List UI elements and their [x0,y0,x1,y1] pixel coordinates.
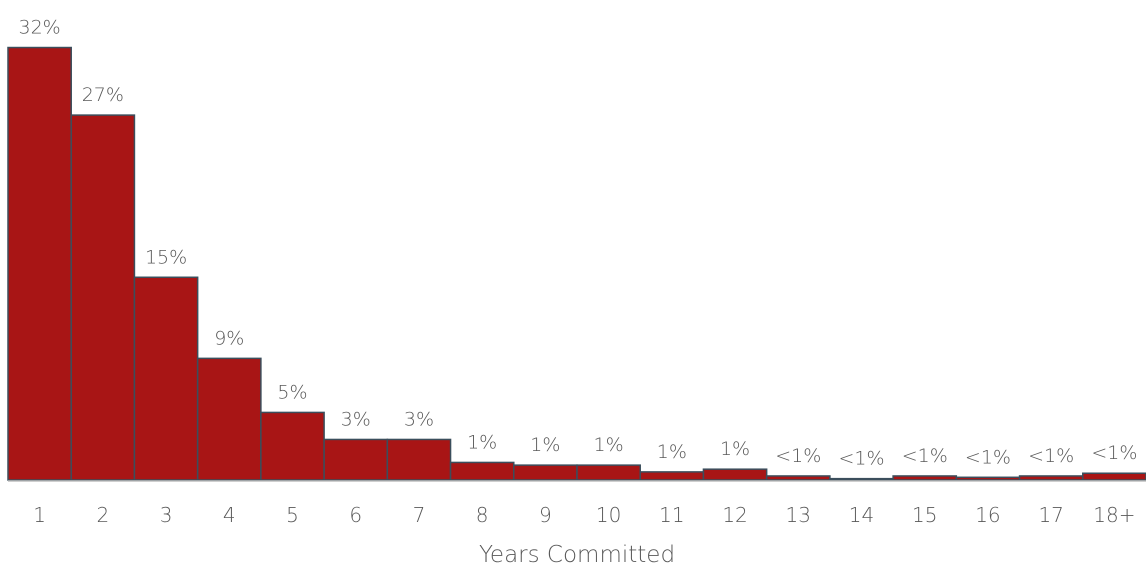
x-tick-12: 12 [722,503,747,527]
bar-5 [260,411,325,481]
bar-2 [70,114,136,481]
data-label-16: <1% [965,446,1011,468]
bar-7 [386,438,452,481]
data-label-2: 27% [82,84,124,106]
x-tick-1: 1 [33,503,46,527]
x-tick-13: 13 [786,503,811,527]
x-tick-5: 5 [286,503,299,527]
data-label-12: 1% [720,438,750,460]
bar-15 [892,475,958,481]
bar-1 [7,46,72,481]
bar-8 [449,461,515,481]
bars [7,46,1146,481]
x-tick-7: 7 [413,503,426,527]
x-tick-9: 9 [539,503,552,527]
data-label-10: 1% [594,434,624,456]
data-label-14: <1% [838,448,884,470]
data-label-9: 1% [530,434,560,456]
x-tick-18+: 18+ [1093,503,1135,527]
x-tick-15: 15 [912,503,937,527]
data-label-11: 1% [657,441,687,463]
bar-4 [196,357,262,481]
x-tick-3: 3 [160,503,173,527]
bar-13 [765,475,831,481]
bar-12 [702,468,768,481]
x-axis-title: Years Committed [479,542,675,568]
data-label-15: <1% [902,445,948,467]
data-label-13: <1% [775,445,821,467]
x-tick-14: 14 [849,503,874,527]
bar-10 [576,464,641,481]
data-label-1: 32% [18,17,60,39]
bar-6 [323,438,389,481]
x-tick-17: 17 [1038,503,1063,527]
data-label-17: <1% [1028,445,1074,467]
data-label-18+: <1% [1091,442,1137,464]
x-tick-2: 2 [96,503,109,527]
data-label-4: 9% [214,327,244,349]
x-tick-6: 6 [349,503,362,527]
bar-18+ [1082,472,1146,481]
bar-14 [829,477,894,481]
data-label-7: 3% [404,408,434,430]
bar-9 [513,464,578,481]
bar-11 [639,471,705,481]
data-label-8: 1% [467,431,497,453]
data-label-6: 3% [341,408,371,430]
data-labels: 32% 27% 15% 9% 5% 3% 3% 1% 1% 1% 1% 1% <1% <1% <1% <1% <… [18,17,1137,470]
x-tick-10: 10 [596,503,621,527]
data-label-3: 15% [145,246,187,268]
x-tick-8: 8 [476,503,489,527]
x-tick-16: 16 [975,503,1000,527]
x-tick-labels: 1 2 3 4 5 6 7 8 9 10 11 12 13 14 15 16 17 18+ [33,503,1135,527]
bar-3 [133,276,199,481]
data-label-5: 5% [277,381,307,403]
x-tick-11: 11 [659,503,684,527]
bar-16 [955,476,1021,481]
bar-17 [1018,475,1084,481]
x-tick-4: 4 [223,503,236,527]
